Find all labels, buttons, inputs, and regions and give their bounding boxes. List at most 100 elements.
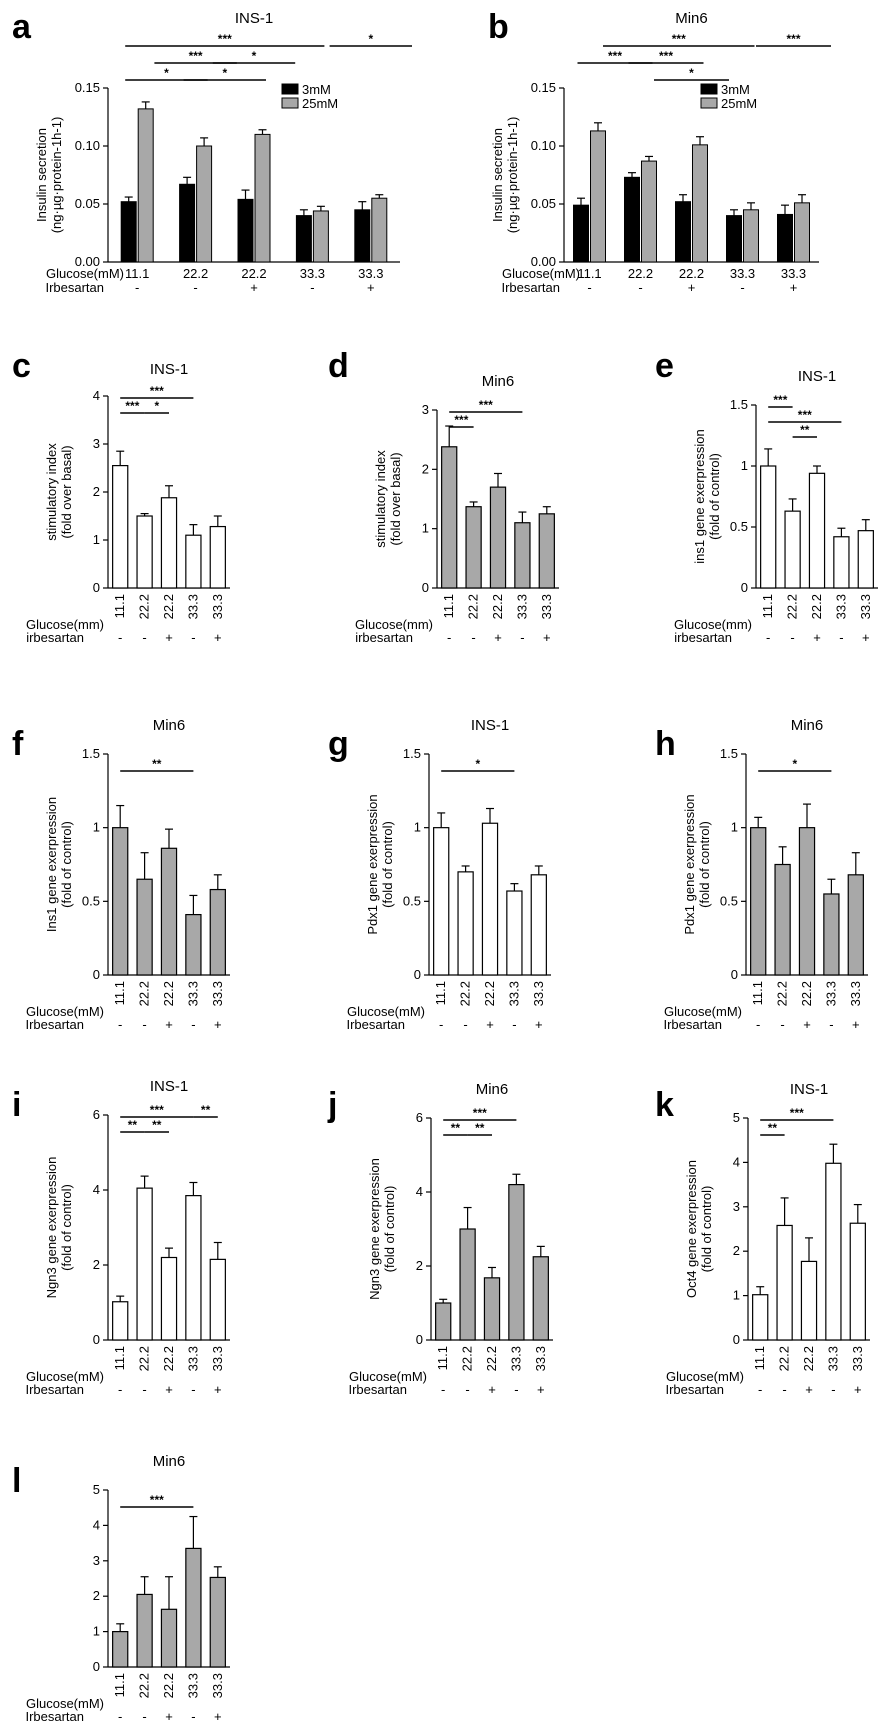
irbesartan-sign: + (214, 630, 222, 645)
x-tick-label: 22.2 (161, 1673, 176, 1698)
irbesartan-sign: + (165, 1382, 173, 1397)
irbesartan-sign: - (191, 1382, 195, 1397)
x-tick-label: 22.2 (137, 594, 152, 619)
bar-25mM (590, 130, 606, 263)
x-tick-label: 22.2 (482, 981, 497, 1006)
x-row-label-irbesartan: Irbesartan (663, 1017, 722, 1032)
panel-l: l Min6 0 1 2 3 4 5 *** 11.1 22.2 22.2 33.3 33.3 Glucos… (12, 1453, 230, 1724)
x-tick-label: 22.2 (161, 1346, 176, 1371)
irbesartan-sign: - (831, 1382, 835, 1397)
x-row-label-irbesartan: Irbesartan (501, 280, 560, 295)
x-tick-label: 22.2 (161, 594, 176, 619)
significance-label: *** (790, 1106, 804, 1120)
x-tick-label: 11.1 (435, 1346, 450, 1370)
bar (185, 913, 202, 976)
bar (435, 1302, 452, 1341)
x-tick-label: 33.3 (358, 266, 383, 281)
irbesartan-sign: + (165, 630, 173, 645)
x-tick-label: 11.1 (112, 1673, 127, 1697)
irbesartan-sign: - (471, 630, 475, 645)
bar-3mM (726, 215, 742, 263)
irbesartan-sign: - (191, 1017, 195, 1032)
x-tick-label: 33.3 (823, 981, 838, 1006)
significance-label: ** (152, 757, 162, 771)
x-tick-label: 33.3 (300, 266, 325, 281)
y-axis-label: stimulatory index (44, 443, 59, 541)
x-row-label-glucose: Glucose(mM) (46, 266, 124, 281)
bar-25mM (137, 108, 154, 263)
irbesartan-sign: - (829, 1017, 833, 1032)
irbesartan-sign: + (494, 630, 502, 645)
chart-title: INS-1 (235, 10, 273, 27)
y-axis-label: (fold of control) (380, 821, 395, 908)
significance-label: * (222, 66, 227, 80)
x-tick-label: 33.3 (508, 1346, 523, 1371)
irbesartan-sign: - (447, 630, 451, 645)
bar (508, 1183, 525, 1341)
y-axis-label: Ngn3 gene exerpression (367, 1158, 382, 1300)
panel-label-k: k (655, 1086, 674, 1124)
x-tick-label: 33.3 (533, 1346, 548, 1371)
irbesartan-sign: - (514, 1382, 518, 1397)
bar (514, 522, 531, 589)
x-row-label-glucose: Glucose(mM) (502, 266, 580, 281)
bar (160, 1256, 178, 1341)
y-tick-label: 4 (93, 388, 100, 403)
significance-label: ** (475, 1121, 485, 1135)
legend-label: 3mM (302, 82, 331, 97)
legend-swatch (281, 97, 299, 109)
irbesartan-sign: - (638, 280, 642, 295)
panel-i: i INS-1 0 2 4 6 Ngn3 gene exerpression (fold of… (12, 1078, 230, 1397)
bar-25mM (641, 160, 657, 263)
x-tick-label: 33.3 (781, 266, 806, 281)
y-axis-label: Pdx1 gene exerpression (365, 794, 380, 934)
bar-25mM (794, 202, 810, 263)
bar (776, 1224, 793, 1341)
irbesartan-sign: - (520, 630, 524, 645)
bar (481, 822, 499, 976)
irbesartan-sign: - (756, 1017, 760, 1032)
x-tick-label: 11.1 (441, 594, 456, 618)
y-tick-label: 5 (93, 1482, 100, 1497)
chart-title: INS-1 (471, 717, 509, 734)
significance-label: *** (798, 408, 812, 422)
panel-label-d: d (328, 347, 349, 385)
significance-label: * (252, 49, 257, 63)
y-tick-label: 1 (733, 1288, 740, 1303)
irbesartan-sign: - (441, 1382, 445, 1397)
x-tick-label: 33.3 (730, 266, 755, 281)
bar (489, 486, 507, 589)
x-tick-label: 33.3 (506, 981, 521, 1006)
significance-label: *** (189, 49, 203, 63)
significance-label: *** (150, 1493, 164, 1507)
y-axis-label: stimulatory index (373, 450, 388, 548)
bar (112, 465, 129, 589)
bar (160, 1608, 178, 1668)
y-tick-label: 0.5 (82, 893, 100, 908)
bar (457, 871, 474, 976)
irbesartan-sign: - (191, 1709, 195, 1724)
irbesartan-sign: + (535, 1017, 543, 1032)
bar (825, 1162, 842, 1341)
bar (530, 874, 547, 976)
legend-label: 25mM (721, 96, 757, 111)
panel-label-i: i (12, 1086, 21, 1124)
x-tick-label: 22.2 (809, 594, 824, 619)
bar-25mM (254, 133, 271, 263)
irbesartan-sign: + (486, 1017, 494, 1032)
significance-label: *** (473, 1106, 487, 1120)
x-row-label-irbesartan: Irbesartan (25, 1382, 84, 1397)
panel-label-e: e (655, 347, 674, 385)
x-tick-label: 33.3 (210, 1346, 225, 1371)
y-tick-label: 0.05 (75, 196, 100, 211)
significance-label: *** (150, 1103, 164, 1117)
significance-label: *** (608, 49, 622, 63)
irbesartan-sign: + (803, 1017, 811, 1032)
y-tick-label: 1 (731, 820, 738, 835)
irbesartan-sign: - (191, 630, 195, 645)
legend-label: 25mM (302, 96, 338, 111)
irbesartan-sign: - (118, 1709, 122, 1724)
y-tick-label: 1.5 (730, 397, 748, 412)
irbesartan-sign: + (214, 1017, 222, 1032)
x-tick-label: 11.1 (112, 1346, 127, 1370)
